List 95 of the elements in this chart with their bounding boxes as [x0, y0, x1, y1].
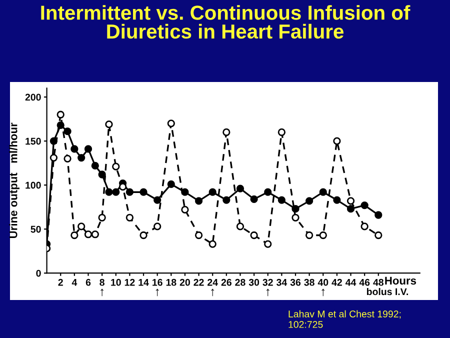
point: [278, 196, 286, 204]
point: [346, 197, 355, 205]
x-tick-label: 12: [124, 278, 135, 286]
x-tick-label: 34: [276, 278, 288, 286]
y-tick-label: 200: [25, 94, 41, 101]
point: [250, 231, 258, 240]
point: [208, 240, 216, 248]
point: [91, 162, 99, 170]
x-tick-label: 10: [111, 278, 121, 286]
x-tick-label: 28: [235, 278, 246, 286]
point: [70, 231, 78, 240]
x-tick-label: 20: [180, 278, 190, 286]
point: [236, 222, 244, 230]
point: [98, 170, 106, 178]
point: [167, 180, 175, 188]
text: bolus I.V.: [366, 288, 408, 296]
text: ↑: [322, 288, 325, 296]
text: ↑: [156, 288, 159, 296]
point: [118, 183, 127, 191]
point: [91, 230, 99, 238]
point: [319, 231, 327, 240]
point: [56, 110, 64, 118]
x-tick-label: 26: [221, 278, 232, 286]
point: [64, 128, 72, 136]
point: [305, 231, 314, 240]
x-tick-label: 22: [194, 278, 204, 286]
point: [333, 137, 341, 145]
point: [278, 128, 286, 136]
point: [154, 196, 162, 204]
point: [105, 188, 113, 196]
y-tick-label: 50: [30, 226, 41, 233]
point: [50, 154, 58, 162]
y-tick-label: 150: [26, 138, 41, 145]
point: [70, 145, 78, 153]
point: [208, 188, 216, 196]
point: [236, 184, 244, 192]
point: [64, 154, 72, 162]
x-tick-label: 44: [346, 279, 356, 286]
point: [292, 205, 300, 213]
point: [264, 188, 272, 196]
x-tick-label: 6: [86, 278, 91, 286]
point: [346, 205, 355, 213]
x-tick-label: 14: [138, 279, 149, 286]
point: [333, 196, 341, 204]
chart-title: Intermittent vs. Continuous Infusion of Diuretics in Heart Failure: [41, 5, 410, 39]
point: [140, 231, 148, 240]
point: [84, 230, 92, 238]
point: [222, 196, 230, 204]
point: [112, 188, 120, 196]
point: [194, 231, 203, 240]
point: [305, 197, 314, 205]
point: [264, 240, 272, 248]
x-tick-label: 36: [290, 278, 301, 286]
point: [126, 188, 134, 196]
x-tick-label: 18: [166, 278, 176, 286]
point: [374, 211, 382, 219]
point: [181, 206, 189, 214]
point: [360, 222, 368, 230]
x-tick-label: 30: [248, 278, 260, 286]
x-tick-label: 48: [373, 278, 384, 286]
x-tick-label: 42: [332, 278, 342, 286]
point: [98, 214, 106, 222]
text: ↑: [100, 288, 104, 296]
point: [112, 162, 120, 170]
point: [292, 214, 300, 222]
x-tick-label: 4: [72, 279, 78, 286]
point: [250, 195, 258, 203]
text: Lahav M et al Chest 1992; 102:725: [288, 310, 401, 328]
x-tick-label: 16: [152, 278, 162, 286]
x-tick-label: 40: [318, 278, 328, 286]
point: [78, 154, 86, 162]
point: [105, 120, 113, 128]
text: ↑: [266, 288, 270, 296]
x-tick-label: 8: [100, 278, 104, 286]
point: [78, 222, 86, 230]
point: [84, 145, 92, 153]
x-tick-label: 32: [262, 278, 273, 286]
point: [167, 120, 175, 128]
point: [140, 188, 148, 196]
point: [222, 128, 230, 136]
point: [360, 201, 368, 210]
y-tick-label: 100: [26, 182, 41, 189]
text: ↑: [211, 288, 214, 296]
point: [194, 197, 203, 205]
y-tick-label: 0: [36, 270, 41, 277]
x-tick-label: 24: [208, 278, 218, 286]
point: [374, 231, 382, 240]
x-tick-label: 38: [304, 278, 314, 286]
point: [319, 188, 327, 196]
x-tick-label: 2: [58, 278, 63, 286]
point: [154, 222, 162, 230]
x-axis-title: Hours: [385, 276, 416, 285]
y-axis-title: Urine output ml/hour: [9, 122, 20, 238]
point: [126, 214, 134, 222]
x-tick-label: 46: [359, 278, 370, 286]
